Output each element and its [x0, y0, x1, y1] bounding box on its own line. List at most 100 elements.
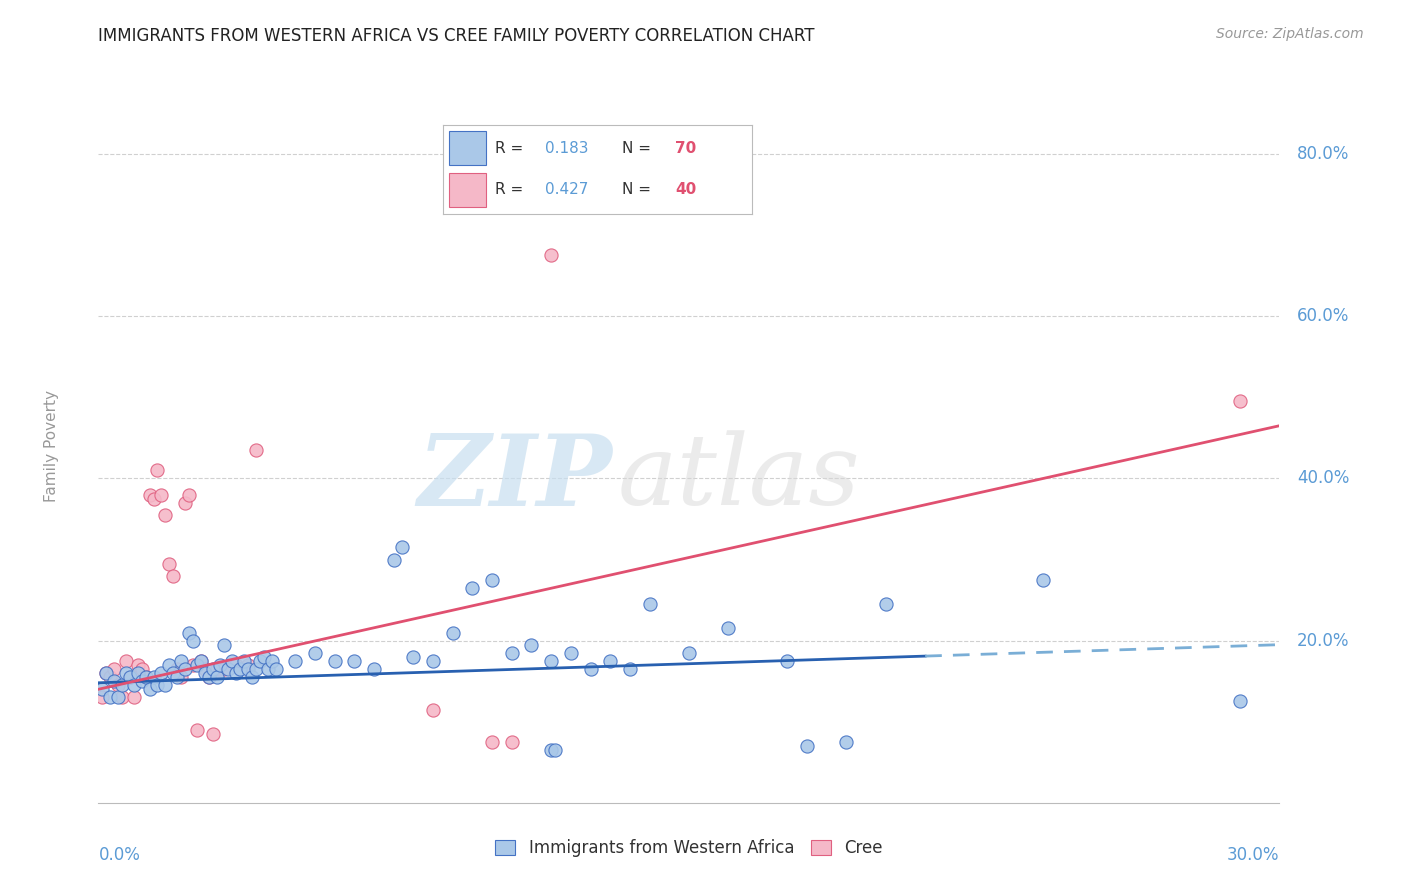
Point — [205, 670, 228, 684]
Point — [233, 654, 256, 668]
Point — [155, 508, 177, 522]
Point — [481, 735, 503, 749]
Point — [441, 625, 464, 640]
Point — [209, 657, 232, 672]
Point — [111, 678, 134, 692]
Point — [177, 488, 200, 502]
Point — [796, 739, 818, 753]
Text: 80.0%: 80.0% — [1298, 145, 1350, 163]
Point — [579, 662, 602, 676]
Point — [170, 670, 193, 684]
Point — [256, 662, 278, 676]
Point — [162, 666, 184, 681]
Point — [146, 463, 169, 477]
Point — [245, 662, 267, 676]
Point — [150, 488, 173, 502]
Point — [391, 541, 413, 555]
Text: N =: N = — [623, 183, 657, 197]
Point — [343, 654, 366, 668]
FancyBboxPatch shape — [449, 131, 486, 165]
Point — [142, 491, 165, 506]
Point — [122, 690, 145, 705]
Text: Family Poverty: Family Poverty — [44, 390, 59, 502]
Point — [1229, 694, 1251, 708]
Point — [501, 735, 523, 749]
Point — [170, 654, 193, 668]
Point — [115, 666, 138, 681]
Point — [382, 552, 405, 566]
Point — [236, 657, 259, 672]
Point — [107, 690, 129, 705]
Point — [181, 633, 204, 648]
Point — [194, 666, 217, 681]
Text: 30.0%: 30.0% — [1227, 846, 1279, 863]
Point — [131, 674, 153, 689]
Point — [402, 649, 425, 664]
Point — [717, 622, 740, 636]
Point — [284, 654, 307, 668]
Point — [520, 638, 543, 652]
Point — [260, 654, 283, 668]
Point — [103, 662, 125, 676]
Point — [118, 670, 141, 684]
Point — [197, 670, 219, 684]
Point — [186, 657, 208, 672]
Point — [835, 735, 858, 749]
Point — [142, 670, 165, 684]
Point — [304, 646, 326, 660]
Point — [201, 662, 224, 676]
Text: 70: 70 — [675, 141, 696, 155]
Point — [225, 666, 247, 681]
Point — [214, 662, 236, 676]
Text: Source: ZipAtlas.com: Source: ZipAtlas.com — [1216, 27, 1364, 41]
Point — [225, 657, 247, 672]
Point — [177, 625, 200, 640]
Point — [221, 654, 243, 668]
Point — [240, 670, 263, 684]
Point — [186, 723, 208, 737]
Point — [599, 654, 621, 668]
Point — [540, 654, 562, 668]
Point — [209, 662, 232, 676]
Point — [98, 690, 121, 705]
Point — [118, 670, 141, 684]
Point — [249, 654, 271, 668]
Point — [540, 743, 562, 757]
Point — [501, 646, 523, 660]
Text: ZIP: ZIP — [418, 430, 612, 526]
Point — [122, 678, 145, 692]
Point — [875, 597, 897, 611]
Point — [217, 662, 239, 676]
Text: atlas: atlas — [619, 431, 860, 525]
Point — [205, 662, 228, 676]
Point — [678, 646, 700, 660]
Point — [91, 690, 114, 705]
Point — [776, 654, 799, 668]
Point — [214, 638, 236, 652]
Point — [323, 654, 346, 668]
Point — [422, 702, 444, 716]
Point — [264, 662, 287, 676]
Text: R =: R = — [495, 141, 529, 155]
Point — [162, 568, 184, 582]
Point — [197, 670, 219, 684]
Point — [422, 654, 444, 668]
Point — [138, 488, 160, 502]
Point — [638, 597, 661, 611]
Point — [481, 573, 503, 587]
Text: 0.183: 0.183 — [546, 141, 589, 155]
Point — [363, 662, 385, 676]
Point — [619, 662, 641, 676]
Point — [155, 678, 177, 692]
Point — [107, 678, 129, 692]
Point — [135, 670, 157, 684]
Text: R =: R = — [495, 183, 529, 197]
Point — [181, 657, 204, 672]
Point — [190, 654, 212, 668]
Point — [111, 690, 134, 705]
Point — [245, 443, 267, 458]
Point — [174, 496, 197, 510]
Text: 40.0%: 40.0% — [1298, 469, 1350, 487]
Point — [1229, 394, 1251, 409]
Point — [131, 662, 153, 676]
